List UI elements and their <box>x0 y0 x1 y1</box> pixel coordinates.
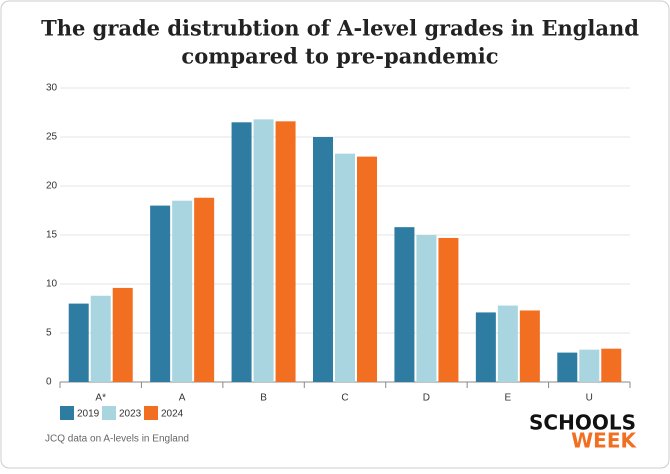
x-tick-label: E <box>505 393 512 404</box>
bar <box>519 310 540 382</box>
source: JCQ data on A-levels in England <box>45 434 189 445</box>
bar <box>68 303 89 382</box>
x-tick-label: B <box>260 393 267 404</box>
bar <box>601 348 622 382</box>
bar <box>313 137 333 382</box>
bar <box>357 156 377 382</box>
bar <box>475 312 496 382</box>
x-tick-label: A <box>179 393 186 404</box>
bar <box>275 121 296 382</box>
chart-title: compared to pre-pandemic <box>181 44 498 69</box>
bar <box>172 200 193 382</box>
y-tick-label: 0 <box>46 377 52 388</box>
bar <box>416 235 437 382</box>
legend-label: 2023 <box>119 409 142 420</box>
bar <box>90 295 111 382</box>
legend-swatch <box>60 406 74 420</box>
legend-label: 2019 <box>77 409 100 420</box>
bar <box>497 305 518 382</box>
bar <box>579 349 600 382</box>
y-tick-label: 30 <box>46 83 58 94</box>
bar <box>253 119 274 383</box>
x-tick-label: U <box>586 393 593 404</box>
bar <box>112 287 133 382</box>
chart-title: The grade distrubtion of A-level grades … <box>41 16 639 41</box>
y-tick-label: 25 <box>46 132 58 143</box>
bar <box>438 237 459 382</box>
bar <box>335 153 355 382</box>
bar <box>394 227 415 382</box>
bar <box>231 122 252 383</box>
x-tick-label: A* <box>95 393 106 404</box>
brand: SCHOOLS <box>529 411 636 435</box>
legend-label: 2024 <box>161 409 184 420</box>
bar <box>194 197 215 382</box>
legend-swatch <box>102 406 116 420</box>
legend-swatch <box>144 406 158 420</box>
brand: WEEK <box>571 429 637 453</box>
y-tick-label: 20 <box>46 181 58 192</box>
y-tick-label: 10 <box>46 279 58 290</box>
bar <box>150 205 171 382</box>
bar <box>557 352 578 382</box>
y-tick-label: 5 <box>46 328 52 339</box>
x-tick-label: D <box>423 393 430 404</box>
y-tick-label: 15 <box>46 230 58 241</box>
x-tick-label: C <box>341 393 348 404</box>
